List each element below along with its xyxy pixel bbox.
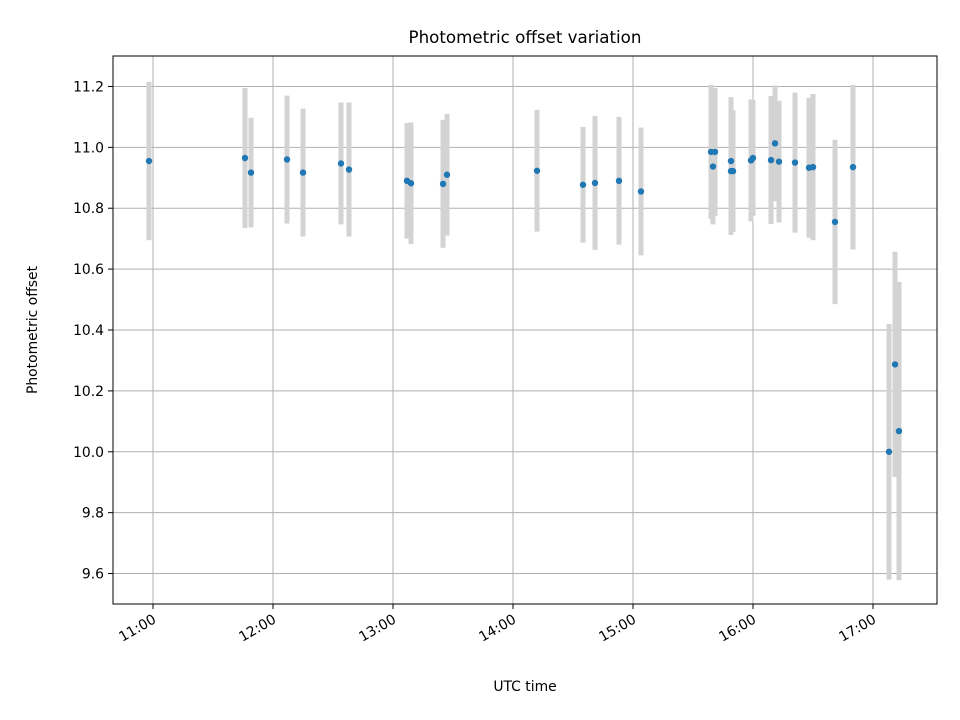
data-point [771, 140, 779, 147]
data-point [711, 148, 719, 156]
data-point [709, 163, 717, 170]
data-point [439, 180, 447, 188]
y-tick-label: 9.6 [82, 567, 104, 583]
data-point [283, 156, 291, 163]
y-tick-label: 11.2 [73, 79, 104, 95]
y-tick-label: 11.0 [73, 140, 104, 156]
data-point [849, 163, 857, 171]
data-point [885, 448, 893, 455]
chart-title: Photometric offset variation [409, 27, 642, 47]
y-axis-ticks: 9.6 9.8 10.0 10.2 10.4 10.6 10.8 11.0 11.2 [73, 79, 113, 583]
data-point [247, 169, 255, 176]
y-tick-label: 10.6 [73, 262, 104, 278]
data-point [895, 427, 903, 435]
data-point [831, 218, 839, 226]
data-point [579, 181, 587, 188]
data-point [443, 171, 451, 178]
y-tick-label: 10.8 [73, 201, 104, 217]
data-point [299, 169, 307, 176]
y-tick-label: 10.2 [73, 384, 104, 400]
data-point [345, 166, 353, 173]
data-point [241, 154, 249, 162]
data-point [729, 167, 737, 175]
data-point [767, 156, 775, 164]
data-point [145, 157, 153, 165]
data-point [637, 188, 645, 195]
data-point [749, 154, 757, 162]
y-axis-title: Photometric offset [25, 265, 41, 394]
x-axis-title: UTC time [493, 679, 556, 695]
data-point [337, 160, 345, 167]
data-point [891, 361, 899, 368]
data-point [591, 179, 599, 187]
data-points [145, 140, 903, 455]
data-point [615, 177, 623, 185]
data-point [727, 157, 735, 165]
data-point [407, 180, 415, 187]
data-point [533, 167, 541, 174]
y-tick-label: 9.8 [82, 506, 104, 522]
data-point [809, 163, 817, 171]
data-point [775, 158, 783, 165]
y-tick-label: 10.4 [73, 323, 104, 339]
data-point [791, 159, 799, 166]
y-tick-label: 10.0 [73, 445, 104, 461]
